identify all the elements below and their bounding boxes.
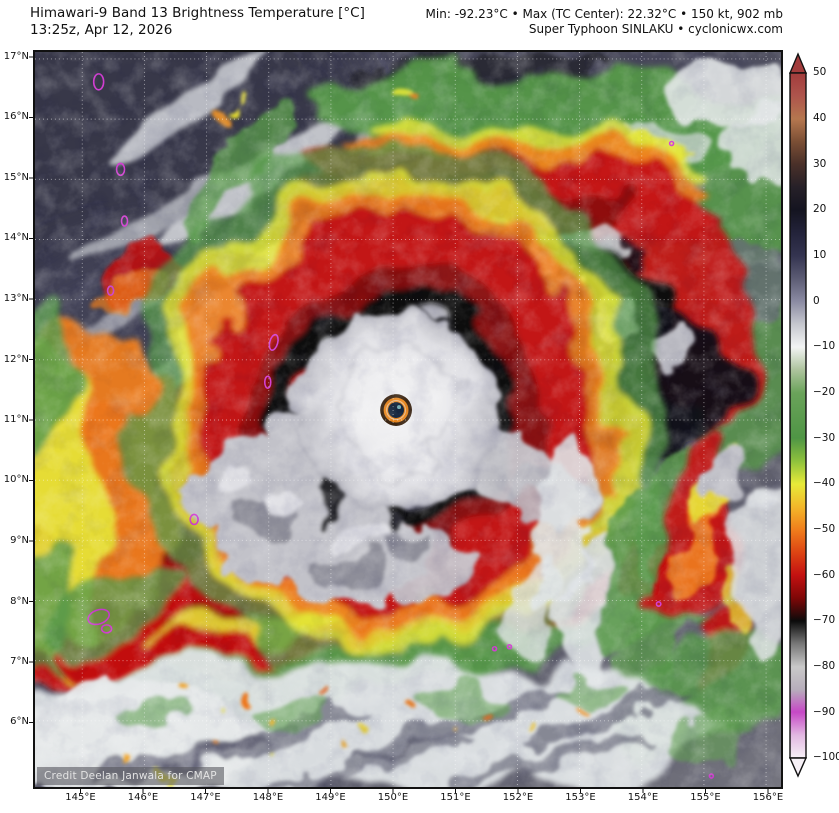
lon-tick-label: 154°E [627, 792, 659, 803]
lon-tick-label: 153°E [565, 792, 596, 803]
lon-tick-label: 149°E [315, 792, 346, 803]
lat-tick-label: 14°N [3, 232, 29, 243]
lon-tick-label: 156°E [752, 792, 784, 803]
lat-tick-label: 6°N [10, 716, 29, 727]
figure-timestamp: 13:25z, Apr 12, 2026 [30, 22, 173, 38]
lat-tick-label: 7°N [10, 656, 29, 667]
graticule [35, 52, 781, 787]
lat-tick-label: 16°N [3, 111, 29, 122]
lon-tick-label: 151°E [440, 792, 471, 803]
colorbar-tick-label: 10 [813, 249, 827, 261]
colorbar [788, 50, 834, 795]
storm-name-source: Super Typhoon SINLAKU • cyclonicwx.com [528, 22, 783, 36]
colorbar-tick-label: −40 [813, 477, 836, 489]
lat-tick-label: 13°N [3, 293, 29, 304]
colorbar-tick-label: 50 [813, 66, 827, 78]
colorbar-tick-label: −60 [813, 569, 836, 581]
satellite-map: Credit Deelan Janwala for CMAP [33, 50, 783, 789]
header-left: Himawari-9 Band 13 Brightness Temperatur… [30, 5, 365, 39]
colorbar-tick-label: −20 [813, 386, 836, 398]
lon-tick-label: 145°E [65, 792, 96, 803]
lat-tick-label: 11°N [3, 414, 29, 425]
lat-tick-label: 17°N [3, 51, 29, 62]
lat-tick-label: 10°N [3, 474, 29, 485]
colorbar-tick-label: −80 [813, 660, 836, 672]
satellite-image [35, 52, 781, 787]
lat-tick-label: 15°N [3, 172, 29, 183]
colorbar-tick-label: −50 [813, 523, 836, 535]
lon-tick-label: 152°E [502, 792, 534, 803]
colorbar-tick-label: −70 [813, 614, 836, 626]
credit-badge: Credit Deelan Janwala for CMAP [37, 767, 224, 785]
storm-stats: Min: -92.23°C • Max (TC Center): 22.32°C… [425, 7, 783, 21]
lat-tick-label: 8°N [10, 596, 29, 607]
lat-tick-label: 12°N [3, 354, 29, 365]
colorbar-tick-label: −30 [813, 432, 836, 444]
colorbar-tick-label: 0 [813, 295, 820, 307]
colorbar-tick-label: −90 [813, 706, 836, 718]
lon-tick-label: 150°E [377, 792, 409, 803]
lon-tick-label: 155°E [690, 792, 721, 803]
colorbar-gradient [788, 52, 808, 778]
colorbar-tick-label: 40 [813, 112, 827, 124]
colorbar-tick-label: −100 [813, 751, 839, 763]
colorbar-tick-label: −10 [813, 340, 836, 352]
figure-title: Himawari-9 Band 13 Brightness Temperatur… [30, 5, 365, 21]
colorbar-tick-label: 20 [813, 203, 827, 215]
lon-tick-label: 146°E [127, 792, 159, 803]
colorbar-tick-label: 30 [813, 158, 827, 170]
header-right: Min: -92.23°C • Max (TC Center): 22.32°C… [426, 7, 783, 37]
lon-tick-label: 148°E [252, 792, 284, 803]
lat-tick-label: 9°N [10, 535, 29, 546]
lon-tick-label: 147°E [190, 792, 221, 803]
